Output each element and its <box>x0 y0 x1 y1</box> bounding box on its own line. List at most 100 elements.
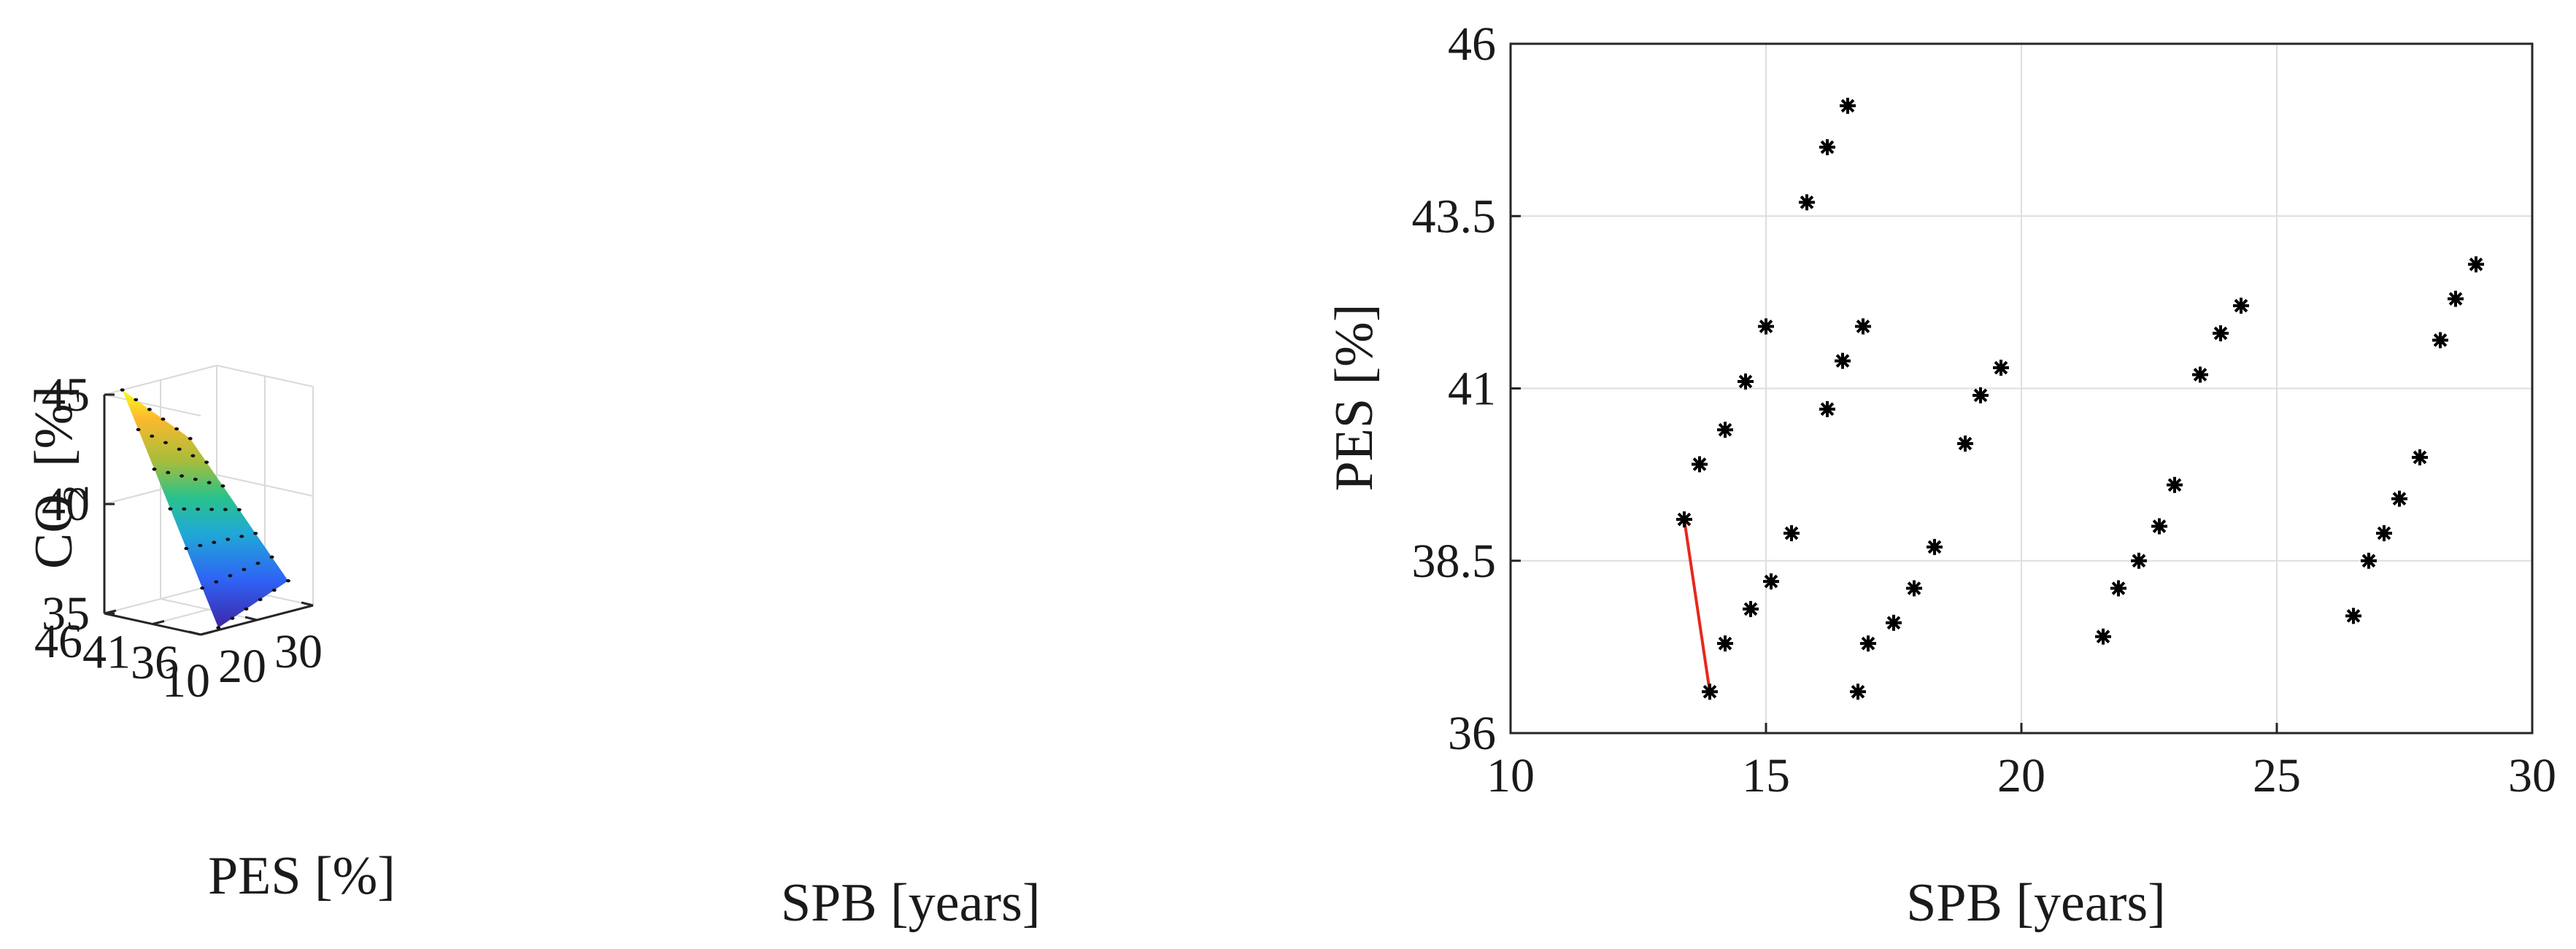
surface-mesh-dots <box>120 388 290 630</box>
scatter-point <box>1886 614 1902 631</box>
star-stroke <box>1856 319 1870 333</box>
x-axis-label-3d: SPB [years] <box>781 873 1041 933</box>
y-tick-mark <box>152 620 165 625</box>
scatter-point <box>1835 352 1851 369</box>
mesh-dot <box>230 616 235 620</box>
x-tick-label-3d: 10 <box>162 654 210 708</box>
mesh-dot <box>228 574 233 578</box>
x-tick-label: 25 <box>2253 749 2301 802</box>
star-stroke <box>1764 574 1778 589</box>
mesh-dot <box>212 541 217 544</box>
mesh-dot <box>188 437 193 441</box>
scatter-point <box>1906 580 1922 597</box>
mesh-dot <box>193 477 198 481</box>
mesh-dot <box>120 388 125 392</box>
scatter-point <box>2468 256 2484 273</box>
star-stroke <box>1820 402 1835 417</box>
mesh-dot <box>166 470 171 475</box>
scatter-point <box>1717 422 1733 438</box>
scatter-points <box>1676 98 2484 700</box>
z-tick-label-3d: 40 <box>42 478 90 531</box>
mesh-dot <box>198 543 203 547</box>
mesh-dot <box>152 468 157 471</box>
star-stroke <box>1718 636 1732 651</box>
star-stroke <box>1851 684 1865 699</box>
star-stroke <box>2167 478 2182 492</box>
star-stroke <box>1886 616 1901 630</box>
mesh-dot <box>174 427 180 431</box>
scatter-point <box>1819 139 1835 155</box>
x-tick-label-3d: 20 <box>218 640 266 693</box>
z-tick-label-3d: 35 <box>42 587 90 640</box>
mesh-dot <box>216 626 221 630</box>
mesh-dot <box>244 607 249 611</box>
scatter-point <box>2391 490 2407 507</box>
star-stroke <box>2234 298 2248 313</box>
mesh-dot <box>161 417 166 421</box>
scatter-point <box>2131 552 2147 569</box>
scatter-point <box>1850 683 1866 700</box>
star-stroke <box>2361 554 2376 568</box>
scatter-point <box>1799 194 1815 211</box>
scatter-point <box>2192 366 2208 383</box>
mesh-dot <box>200 586 205 590</box>
x-tick-label: 10 <box>1486 749 1535 802</box>
x-tick-mark <box>301 601 314 607</box>
y-axis-label: PES [%] <box>1324 304 1384 492</box>
y-tick-label: 36 <box>1448 707 1496 760</box>
star-stroke <box>1738 374 1753 389</box>
mesh-dot <box>209 508 215 511</box>
star-stroke <box>2096 630 2110 644</box>
scatter-point <box>1973 387 1989 403</box>
mesh-dot <box>136 427 141 432</box>
mesh-dot <box>180 474 185 478</box>
scatter-point <box>2448 290 2464 307</box>
star-stroke <box>2193 368 2207 381</box>
star-stroke <box>2152 519 2167 533</box>
star-stroke <box>2111 581 2126 595</box>
x-axis-label: SPB [years] <box>1906 873 2166 933</box>
z-axis-label-3d: CO 2 [%] <box>24 386 96 569</box>
star-stroke <box>1784 526 1799 541</box>
mesh-dot <box>177 447 182 452</box>
scatter-point <box>1702 683 1718 700</box>
scatter-point <box>1717 635 1733 652</box>
star-stroke <box>2413 450 2427 465</box>
star-stroke <box>2433 333 2448 347</box>
star-stroke <box>2448 292 2463 306</box>
mesh-dot <box>163 441 168 445</box>
mesh-dot <box>214 580 219 584</box>
scatter-point <box>1927 538 1943 555</box>
scatter-point <box>2095 628 2111 645</box>
mesh-dot <box>253 532 258 535</box>
scatter-point <box>2376 524 2392 541</box>
scatter-point <box>1783 524 1800 541</box>
star-stroke <box>1835 354 1850 368</box>
scatter-point <box>1819 400 1835 417</box>
mesh-dot <box>190 454 196 457</box>
star-stroke <box>1677 512 1692 527</box>
scatter-point <box>1840 98 1856 115</box>
y-tick-label: 46 <box>1448 18 1496 71</box>
scatter-highlight-lines <box>1683 519 1711 692</box>
star-stroke <box>1702 684 1717 699</box>
mesh-dot <box>285 579 290 583</box>
y-tick-label: 41 <box>1448 363 1496 416</box>
z-axis-label-main: CO <box>24 494 84 569</box>
mesh-dot <box>150 434 155 438</box>
star-stroke <box>2213 326 2228 341</box>
scatter-point <box>2432 332 2448 349</box>
scatter-point <box>1692 456 1708 473</box>
star-stroke <box>2132 554 2146 568</box>
scatter-plot: 10 15 20 25 30 36 38.5 41 43.5 46 SPB [years] PES… <box>1324 18 2556 933</box>
y-tick-label: 43.5 <box>1412 190 1497 243</box>
star-stroke <box>1927 540 1942 554</box>
scatter-point <box>2151 518 2167 535</box>
mesh-dot <box>207 481 212 484</box>
z-axis-label-unit: [%] <box>24 386 84 467</box>
scatter-point <box>1743 600 1759 617</box>
mesh-dot <box>184 546 189 551</box>
scatter-point <box>1758 318 1774 335</box>
x-tick-mark <box>188 630 201 636</box>
